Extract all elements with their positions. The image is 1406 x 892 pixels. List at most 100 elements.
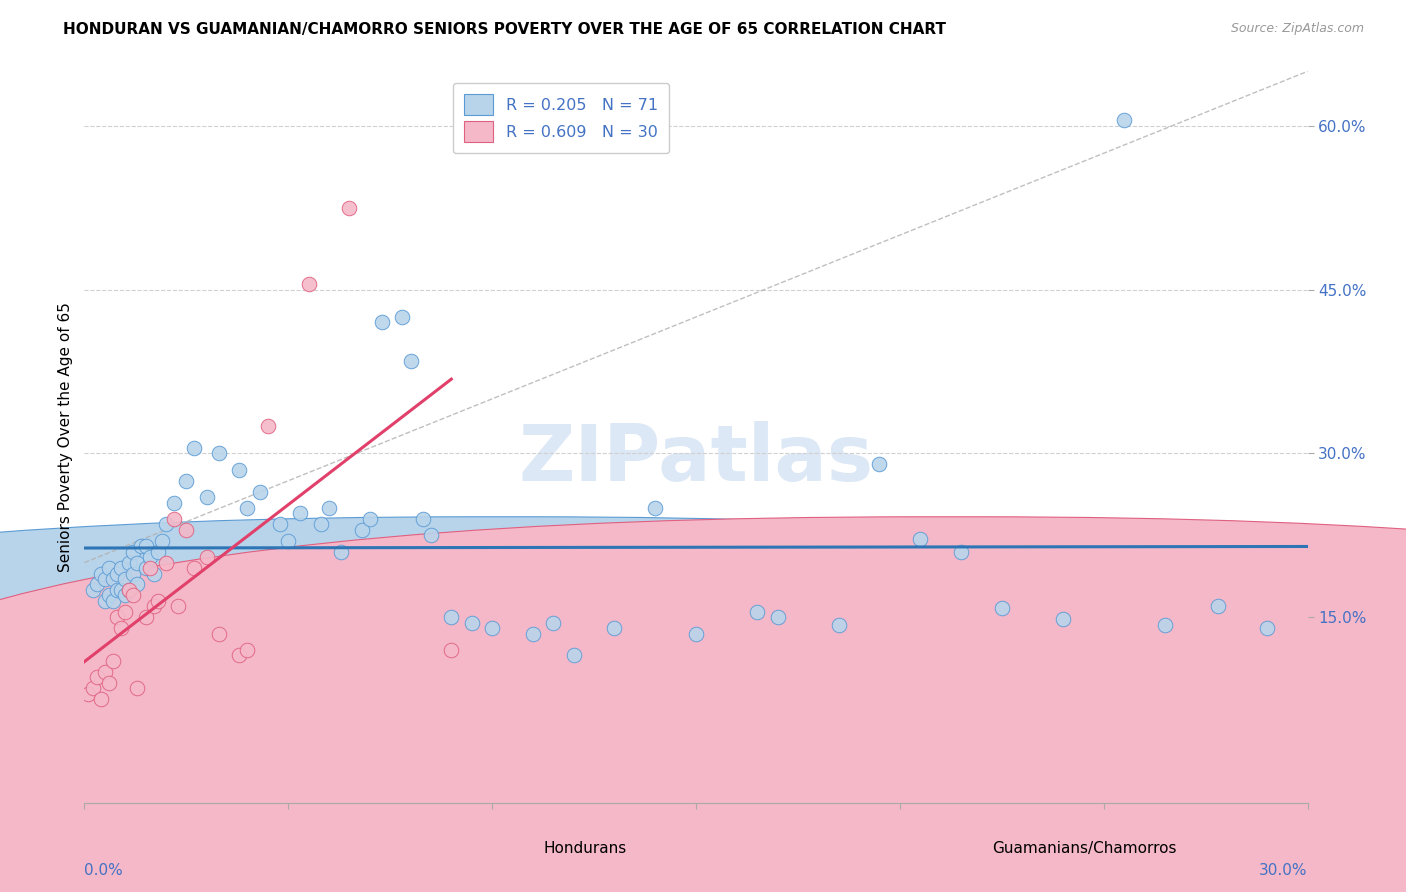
Point — [101, 594, 124, 608]
Point — [118, 582, 141, 597]
Point — [644, 501, 666, 516]
Point — [298, 277, 321, 292]
Point — [420, 528, 443, 542]
Point — [208, 626, 231, 640]
Point — [747, 605, 769, 619]
Point — [208, 446, 231, 460]
Point — [1154, 618, 1177, 632]
Point — [135, 539, 157, 553]
Point — [309, 517, 332, 532]
Point — [93, 594, 115, 608]
Point — [174, 523, 197, 537]
FancyBboxPatch shape — [0, 516, 1406, 892]
Point — [1114, 113, 1136, 128]
Text: 0.0%: 0.0% — [84, 863, 124, 878]
Point — [991, 601, 1014, 615]
Point — [167, 599, 190, 614]
Point — [174, 474, 197, 488]
Text: 30.0%: 30.0% — [1260, 863, 1308, 878]
Point — [318, 501, 340, 516]
Point — [93, 572, 115, 586]
Point — [257, 419, 280, 434]
Point — [142, 566, 165, 581]
Point — [97, 675, 120, 690]
Point — [562, 648, 585, 663]
Point — [869, 458, 891, 472]
Point — [127, 681, 149, 695]
Point — [82, 582, 104, 597]
Point — [105, 582, 128, 597]
Point — [522, 626, 544, 640]
Point — [412, 512, 434, 526]
Point — [127, 577, 149, 591]
Point — [350, 523, 373, 537]
Point — [461, 615, 484, 630]
Point — [910, 532, 932, 546]
Point — [122, 545, 145, 559]
Point — [114, 572, 136, 586]
Point — [146, 594, 169, 608]
Point — [90, 566, 112, 581]
Point — [127, 556, 149, 570]
Point — [481, 621, 503, 635]
Point — [236, 501, 259, 516]
Point — [371, 315, 394, 329]
Point — [105, 610, 128, 624]
Point — [1256, 621, 1278, 635]
Point — [195, 490, 218, 504]
Point — [77, 687, 100, 701]
Point — [290, 507, 312, 521]
Point — [440, 643, 463, 657]
Point — [118, 582, 141, 597]
Point — [110, 582, 132, 597]
Point — [195, 550, 218, 565]
Point — [114, 588, 136, 602]
Text: Guamanians/Chamorros: Guamanians/Chamorros — [993, 841, 1177, 856]
Point — [110, 621, 132, 635]
Point — [163, 495, 186, 509]
Point — [155, 556, 177, 570]
Point — [131, 539, 153, 553]
Text: Source: ZipAtlas.com: Source: ZipAtlas.com — [1230, 22, 1364, 36]
Point — [135, 561, 157, 575]
Point — [685, 626, 707, 640]
Point — [101, 572, 124, 586]
Point — [330, 545, 353, 559]
Point — [146, 545, 169, 559]
Point — [135, 610, 157, 624]
Point — [391, 310, 413, 324]
Point — [142, 599, 165, 614]
Point — [101, 654, 124, 668]
Text: HONDURAN VS GUAMANIAN/CHAMORRO SENIORS POVERTY OVER THE AGE OF 65 CORRELATION CH: HONDURAN VS GUAMANIAN/CHAMORRO SENIORS P… — [63, 22, 946, 37]
Point — [150, 533, 173, 548]
Point — [105, 566, 128, 581]
Point — [183, 561, 205, 575]
Point — [236, 643, 259, 657]
Point — [228, 463, 250, 477]
Point — [118, 556, 141, 570]
Point — [97, 561, 120, 575]
Point — [122, 566, 145, 581]
Point — [138, 550, 160, 565]
Point — [269, 517, 291, 532]
Point — [543, 615, 565, 630]
Point — [339, 201, 361, 215]
Point — [97, 588, 120, 602]
Point — [86, 670, 108, 684]
Point — [359, 512, 381, 526]
Point — [277, 533, 299, 548]
Point — [183, 441, 205, 455]
Point — [440, 610, 463, 624]
Point — [228, 648, 250, 663]
Point — [155, 517, 177, 532]
Y-axis label: Seniors Poverty Over the Age of 65: Seniors Poverty Over the Age of 65 — [58, 302, 73, 572]
Point — [110, 561, 132, 575]
Point — [114, 605, 136, 619]
Legend: R = 0.205   N = 71, R = 0.609   N = 30: R = 0.205 N = 71, R = 0.609 N = 30 — [453, 83, 669, 153]
Point — [122, 588, 145, 602]
Text: Hondurans: Hondurans — [544, 841, 627, 856]
Point — [1052, 612, 1074, 626]
Point — [603, 621, 626, 635]
Point — [950, 545, 973, 559]
FancyBboxPatch shape — [0, 516, 1406, 892]
